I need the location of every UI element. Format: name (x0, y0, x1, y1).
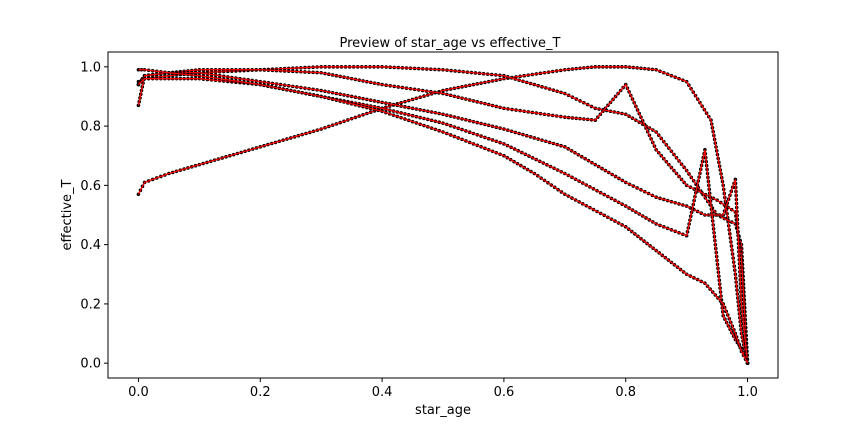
plot-frame (107, 51, 779, 379)
y-tick-label: 0.4 (80, 238, 101, 253)
series-2 (136, 65, 750, 365)
series-1 (136, 65, 750, 365)
x-tick-label: 0.8 (615, 385, 636, 400)
series-6 (136, 67, 750, 365)
series-4 (136, 70, 750, 365)
y-axis-label: effective_T (60, 179, 75, 250)
series-line (138, 66, 749, 364)
series-line (137, 69, 749, 364)
series-line (138, 69, 749, 364)
x-axis: 0.0 0.2 0.4 0.6 0.8 1.0 (128, 378, 758, 400)
series-line (137, 72, 749, 364)
y-tick-label: 0.8 (80, 120, 101, 135)
y-tick-label: 0.0 (80, 357, 101, 372)
x-tick-label: 0.6 (494, 385, 515, 400)
y-tick-label: 0.6 (80, 179, 101, 194)
y-axis: 0.0 0.2 0.4 0.6 0.8 1.0 (80, 60, 108, 372)
x-tick-label: 0.4 (372, 385, 393, 400)
x-tick-label: 0.2 (250, 385, 271, 400)
chart-title: Preview of star_age vs effective_T (340, 36, 561, 51)
series-layer (136, 65, 750, 365)
series-5 (136, 76, 750, 365)
y-tick-label: 1.0 (80, 60, 101, 75)
y-tick-label: 0.2 (80, 297, 101, 312)
x-tick-label: 0.0 (128, 385, 149, 400)
x-axis-label: star_age (415, 403, 471, 418)
series-line (137, 66, 749, 364)
series-line (137, 78, 749, 364)
x-tick-label: 1.0 (737, 385, 758, 400)
